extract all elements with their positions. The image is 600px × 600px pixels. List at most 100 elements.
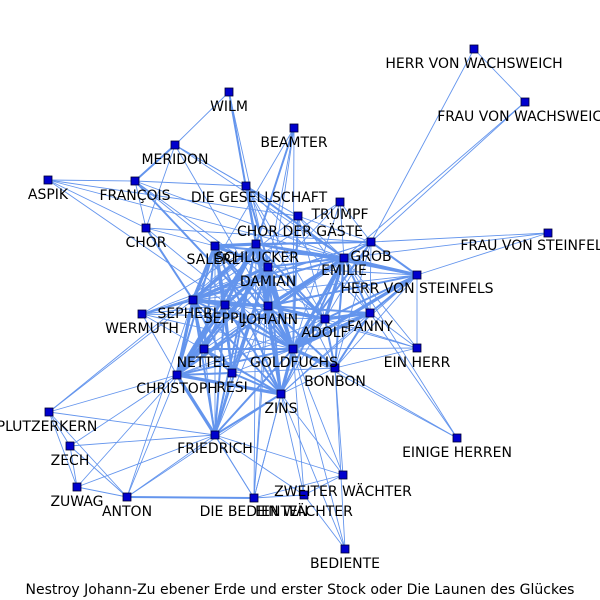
node-label-johann: JOHANN: [241, 312, 298, 328]
edge-christoph-zuwag: [76, 374, 178, 488]
node-adolf[interactable]: [320, 314, 330, 324]
edge-meridon-emilie: [174, 144, 345, 259]
edge-adolf-ein_herr: [324, 318, 418, 349]
node-label-seppl: SEPPL: [204, 311, 247, 327]
edge-johann-adolf: [266, 304, 327, 321]
node-ein-waechter[interactable]: [299, 490, 309, 500]
edge-die_bedienten-zweiter_waechter: [253, 474, 344, 499]
edge-adolf-christoph: [176, 318, 326, 376]
node-einige-herren[interactable]: [452, 433, 462, 443]
node-zuwag[interactable]: [72, 482, 82, 492]
node-beamter[interactable]: [289, 123, 299, 133]
node-trumpf[interactable]: [335, 197, 345, 207]
edge-zuwag-anton: [76, 486, 128, 498]
node-damian[interactable]: [263, 262, 273, 272]
edge-fanny-ein_herr: [369, 312, 418, 349]
node-herr-von-steinfels[interactable]: [412, 270, 422, 280]
node-label-chor-der-gaeste: CHOR DER GÄSTE: [237, 222, 363, 240]
node-salerl[interactable]: [210, 241, 220, 251]
node-label-frau-von-steinfels: FRAU VON STEINFELS: [460, 238, 600, 254]
node-label-die-gesellschaft: DIE GESELLSCHAFT: [191, 190, 328, 206]
node-christoph[interactable]: [172, 370, 182, 380]
node-label-grob: GROB: [350, 249, 391, 265]
node-aspik[interactable]: [43, 175, 53, 185]
edge-nettel-resi: [203, 348, 233, 374]
node-sepherl[interactable]: [188, 295, 198, 305]
node-herr-von-wachsweich[interactable]: [469, 44, 479, 54]
edge-johann-bonbon: [267, 305, 336, 369]
edge-aspik-chor_der_gaeste: [47, 179, 299, 217]
node-zech[interactable]: [65, 441, 75, 451]
edge-herr_von_wachsweich-frau_von_wachsweich: [473, 48, 526, 103]
label-layer: HERR VON WACHSWEICH FRAU VON WACHSWEICH WI…: [0, 56, 600, 572]
edge-johann-christoph: [176, 305, 269, 376]
node-wilm[interactable]: [224, 87, 234, 97]
edge-wermuth-christoph: [141, 313, 178, 376]
node-label-trumpf: TRUMPF: [310, 207, 368, 223]
edge-frau_von_wachsweich-grob: [370, 101, 526, 243]
edge-sepherl-christoph: [175, 298, 195, 377]
edge-schlucker-die_bedienten: [253, 243, 257, 499]
node-label-wilm: WILM: [210, 99, 248, 115]
node-bediente[interactable]: [340, 544, 350, 554]
edge-christoph-resi: [176, 372, 233, 376]
node-anton[interactable]: [122, 492, 132, 502]
node-label-sepherl: SEPHERL: [157, 306, 220, 322]
node-label-zech: ZECH: [51, 453, 90, 469]
node-meridon[interactable]: [170, 140, 180, 150]
node-label-aspik: ASPIK: [28, 187, 69, 203]
edge-zins-die_bedienten: [253, 393, 282, 499]
node-label-salerl: SALERL: [187, 252, 240, 268]
node-die-gesellschaft[interactable]: [241, 181, 251, 191]
node-frau-von-steinfels[interactable]: [543, 228, 553, 238]
edge-seppl-friedrich: [214, 304, 226, 436]
node-label-wermuth: WERMUTH: [105, 321, 179, 337]
node-label-bonbon: BONBON: [304, 374, 366, 390]
edge-goldfuchs-christoph: [176, 348, 294, 376]
node-zins[interactable]: [276, 389, 286, 399]
node-schlucker[interactable]: [251, 239, 261, 249]
edge-schlucker-grob: [255, 241, 372, 245]
node-fanny[interactable]: [365, 308, 375, 318]
node-die-bedienten[interactable]: [249, 493, 259, 503]
node-ein-herr[interactable]: [412, 343, 422, 353]
edge-seppl-nettel: [203, 304, 226, 350]
node-zweiter-waechter[interactable]: [338, 470, 348, 480]
edge-adolf-goldfuchs: [291, 317, 327, 351]
node-label-chor: CHOR: [125, 235, 166, 251]
edge-johann-fanny: [267, 305, 371, 314]
node-label-zuwag: ZUWAG: [50, 494, 103, 510]
node-bonbon[interactable]: [330, 363, 340, 373]
node-label-schlucker: SCHLUCKER: [215, 250, 299, 266]
edge-salerl-goldfuchs: [214, 245, 294, 350]
node-nettel[interactable]: [199, 344, 209, 354]
node-label-goldfuchs: GOLDFUCHS: [250, 355, 338, 371]
edge-die_bedienten-ein_waechter: [253, 494, 305, 499]
edge-plutzerkern-anton: [48, 411, 128, 498]
node-wermuth[interactable]: [137, 309, 147, 319]
node-emilie[interactable]: [339, 253, 349, 263]
node-resi[interactable]: [227, 368, 237, 378]
diagram-caption: Nestroy Johann-Zu ebener Erde und erster…: [26, 582, 575, 598]
edge-seppl-wermuth: [141, 304, 226, 315]
edge-sepherl-plutzerkern: [48, 299, 194, 413]
edge-emilie-ein_herr: [343, 257, 418, 349]
node-seppl[interactable]: [220, 300, 230, 310]
node-label-plutzerkern: PLUTZERKERN: [0, 419, 97, 435]
edge-chor_der_gaeste-goldfuchs: [292, 215, 299, 350]
node-frau-von-wachsweich[interactable]: [520, 97, 530, 107]
edge-friedrich-zech: [69, 434, 216, 447]
node-chor-der-gaeste[interactable]: [293, 211, 303, 221]
edge-wilm-meridon: [174, 91, 230, 146]
node-label-emilie: EMILIE: [321, 263, 367, 279]
edge-frau_von_steinfels-herr_von_steinfels: [416, 232, 549, 276]
edge-schlucker-plutzerkern: [48, 243, 257, 413]
node-friedrich[interactable]: [210, 430, 220, 440]
node-johann[interactable]: [263, 301, 273, 311]
edge-fanny-goldfuchs: [291, 311, 372, 351]
node-francois[interactable]: [130, 176, 140, 186]
node-goldfuchs[interactable]: [288, 344, 298, 354]
node-grob[interactable]: [366, 237, 376, 247]
node-plutzerkern[interactable]: [44, 407, 54, 417]
node-chor[interactable]: [141, 223, 151, 233]
